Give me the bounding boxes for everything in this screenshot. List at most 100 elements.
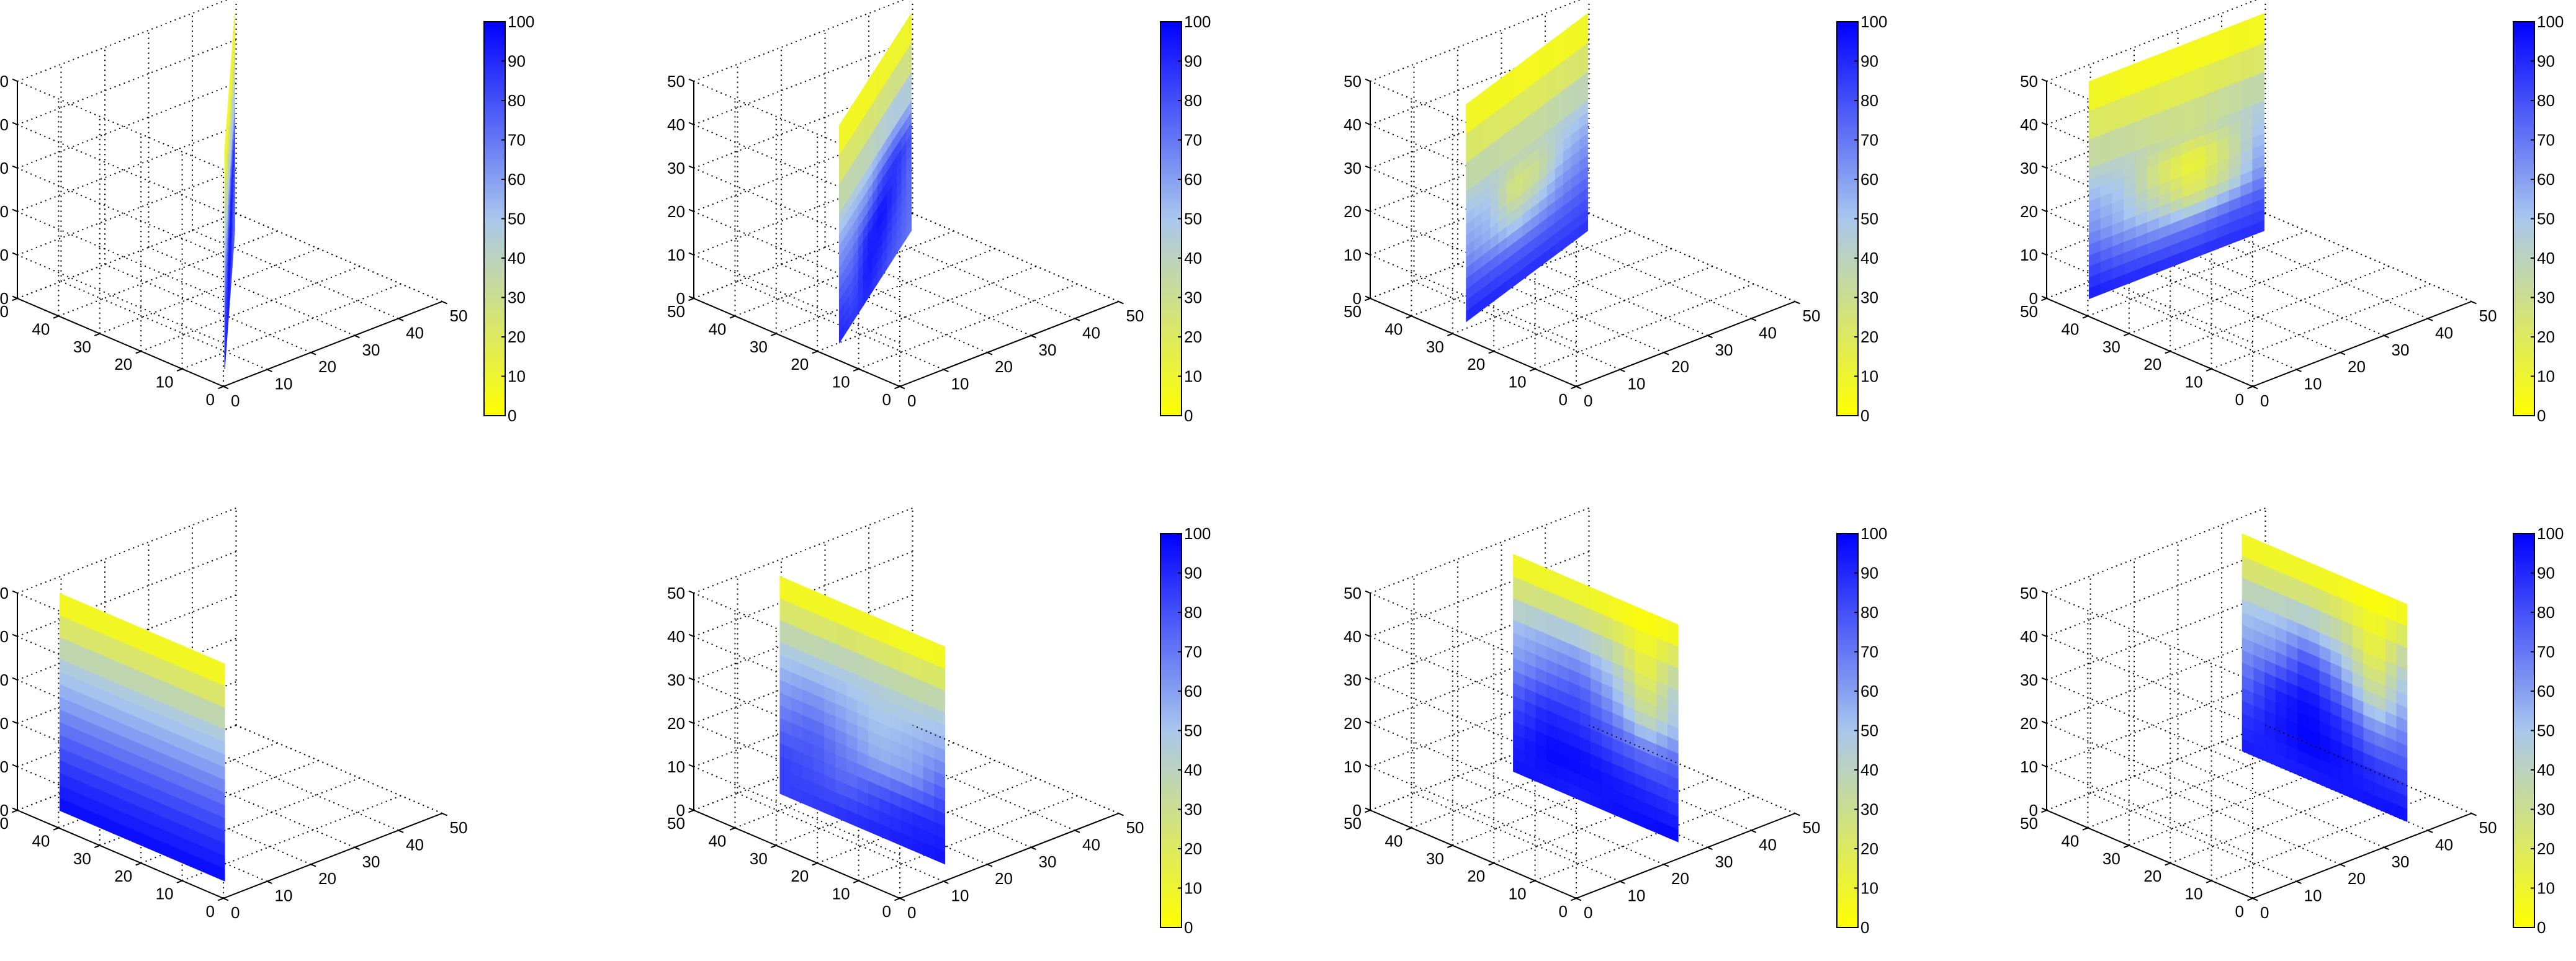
z-tick bbox=[1365, 677, 1371, 681]
x-tick bbox=[1031, 846, 1036, 851]
y-tick-label: 0 bbox=[206, 902, 215, 921]
y-tick bbox=[894, 898, 900, 901]
surface-cell bbox=[2100, 72, 2113, 107]
y-tick bbox=[218, 898, 224, 901]
surface-cell bbox=[2112, 96, 2125, 131]
y-tick-label: 0 bbox=[882, 390, 891, 409]
grid-line bbox=[17, 213, 236, 299]
grid-line bbox=[912, 213, 1119, 302]
y-tick-label: 40 bbox=[32, 831, 50, 850]
colorbar-tick-label: 30 bbox=[1860, 800, 1878, 819]
x-tick-label: 10 bbox=[275, 887, 293, 905]
x-tick bbox=[442, 301, 447, 305]
x-tick bbox=[1118, 813, 1124, 816]
z-tick-label: 50 bbox=[1344, 584, 1362, 602]
surface-cell bbox=[2205, 89, 2218, 124]
surface-cell bbox=[2205, 60, 2218, 95]
z-tick bbox=[688, 807, 694, 811]
x-tick bbox=[354, 334, 360, 339]
x-tick-label: 30 bbox=[1715, 341, 1733, 359]
x-tick bbox=[442, 813, 447, 816]
grid-line bbox=[17, 0, 228, 82]
x-tick bbox=[1620, 369, 1625, 372]
x-tick-label: 0 bbox=[231, 903, 240, 922]
grid-line bbox=[1545, 230, 1752, 320]
grid-line bbox=[2170, 266, 2390, 352]
x-tick-label: 20 bbox=[318, 869, 336, 888]
surface-cell bbox=[2351, 580, 2364, 608]
surface-cell bbox=[2363, 585, 2375, 613]
y-axis-line bbox=[1370, 298, 1577, 387]
colorbar-tick-label: 50 bbox=[1860, 210, 1878, 228]
colorbar-tick-label: 20 bbox=[508, 328, 526, 346]
z-tick bbox=[2041, 208, 2047, 212]
z-tick bbox=[12, 122, 18, 125]
y-tick bbox=[94, 844, 101, 849]
grid-line bbox=[140, 266, 361, 352]
grid-line bbox=[104, 264, 312, 354]
x-tick bbox=[1074, 829, 1080, 833]
colorbar-tick-label: 60 bbox=[508, 170, 526, 189]
z-tick-label: 40 bbox=[2020, 115, 2038, 134]
y-tick-label: 40 bbox=[708, 320, 726, 338]
x-axis-line bbox=[1576, 813, 1795, 899]
z-tick bbox=[2041, 122, 2047, 125]
x-tick bbox=[2471, 301, 2477, 305]
surface-cell bbox=[1546, 568, 1558, 596]
x-tick bbox=[899, 898, 905, 901]
x-tick bbox=[310, 352, 316, 355]
colorbar-tick-label: 80 bbox=[508, 91, 526, 110]
surface-cell bbox=[2228, 51, 2242, 86]
y-tick bbox=[812, 862, 818, 866]
surface-cell bbox=[1490, 79, 1499, 116]
colorbar-tick-label: 90 bbox=[2537, 564, 2555, 583]
x-tick-label: 10 bbox=[951, 375, 969, 393]
z-tick-label: 40 bbox=[2020, 627, 2038, 646]
y-tick-label: 40 bbox=[708, 831, 726, 850]
z-tick bbox=[12, 633, 18, 637]
grid-line bbox=[781, 264, 988, 354]
slice-surface bbox=[1513, 553, 1679, 843]
slice-surface bbox=[2088, 13, 2264, 300]
x-axis-line bbox=[899, 813, 1119, 899]
colorbar-tick-label: 70 bbox=[1860, 643, 1878, 661]
z-tick-label: 40 bbox=[0, 115, 9, 134]
colorbar-tick-label: 70 bbox=[1184, 643, 1202, 661]
grid-line bbox=[236, 725, 442, 814]
z-tick-label: 20 bbox=[1344, 714, 1362, 733]
colorbar-gradient bbox=[1836, 21, 1859, 416]
z-tick-label: 30 bbox=[667, 159, 685, 177]
grid-line bbox=[2221, 230, 2428, 320]
y-tick bbox=[729, 827, 735, 831]
colorbar-tick-label: 100 bbox=[1184, 12, 1211, 31]
surface-cell bbox=[1590, 586, 1602, 614]
y-tick-label: 0 bbox=[1559, 902, 1568, 921]
colorbar-tick-label: 50 bbox=[508, 210, 526, 228]
grid-line bbox=[1493, 266, 1713, 352]
y-tick bbox=[2082, 827, 2088, 831]
grid-line bbox=[148, 246, 355, 336]
grid-line bbox=[2046, 679, 2253, 769]
y-tick bbox=[853, 880, 859, 883]
z-tick bbox=[2041, 165, 2047, 169]
surface-cell bbox=[1656, 615, 1667, 643]
y-tick bbox=[12, 810, 18, 813]
colorbar: 0 10 20 30 40 50 60 70 80 90 100 bbox=[1836, 524, 1887, 937]
y-tick bbox=[688, 810, 694, 813]
x-tick-label: 50 bbox=[1126, 818, 1144, 837]
colorbar-tick-label: 10 bbox=[1184, 879, 1202, 898]
surface-cell bbox=[2100, 101, 2113, 136]
z-tick-label: 30 bbox=[667, 671, 685, 689]
y-tick bbox=[1406, 827, 1412, 831]
x-tick bbox=[354, 846, 360, 851]
colorbar-tick-label: 60 bbox=[1184, 170, 1202, 189]
colorbar-tick-label: 70 bbox=[2537, 131, 2555, 150]
y-axis-line bbox=[693, 810, 900, 899]
colorbar-tick-label: 30 bbox=[2537, 800, 2555, 819]
colorbar-tick-label: 10 bbox=[2537, 367, 2555, 386]
z-tick bbox=[2041, 295, 2047, 299]
grid-line bbox=[17, 39, 236, 125]
x-tick bbox=[2427, 829, 2433, 833]
x-tick bbox=[1795, 813, 1800, 816]
x-tick-label: 30 bbox=[362, 341, 380, 359]
